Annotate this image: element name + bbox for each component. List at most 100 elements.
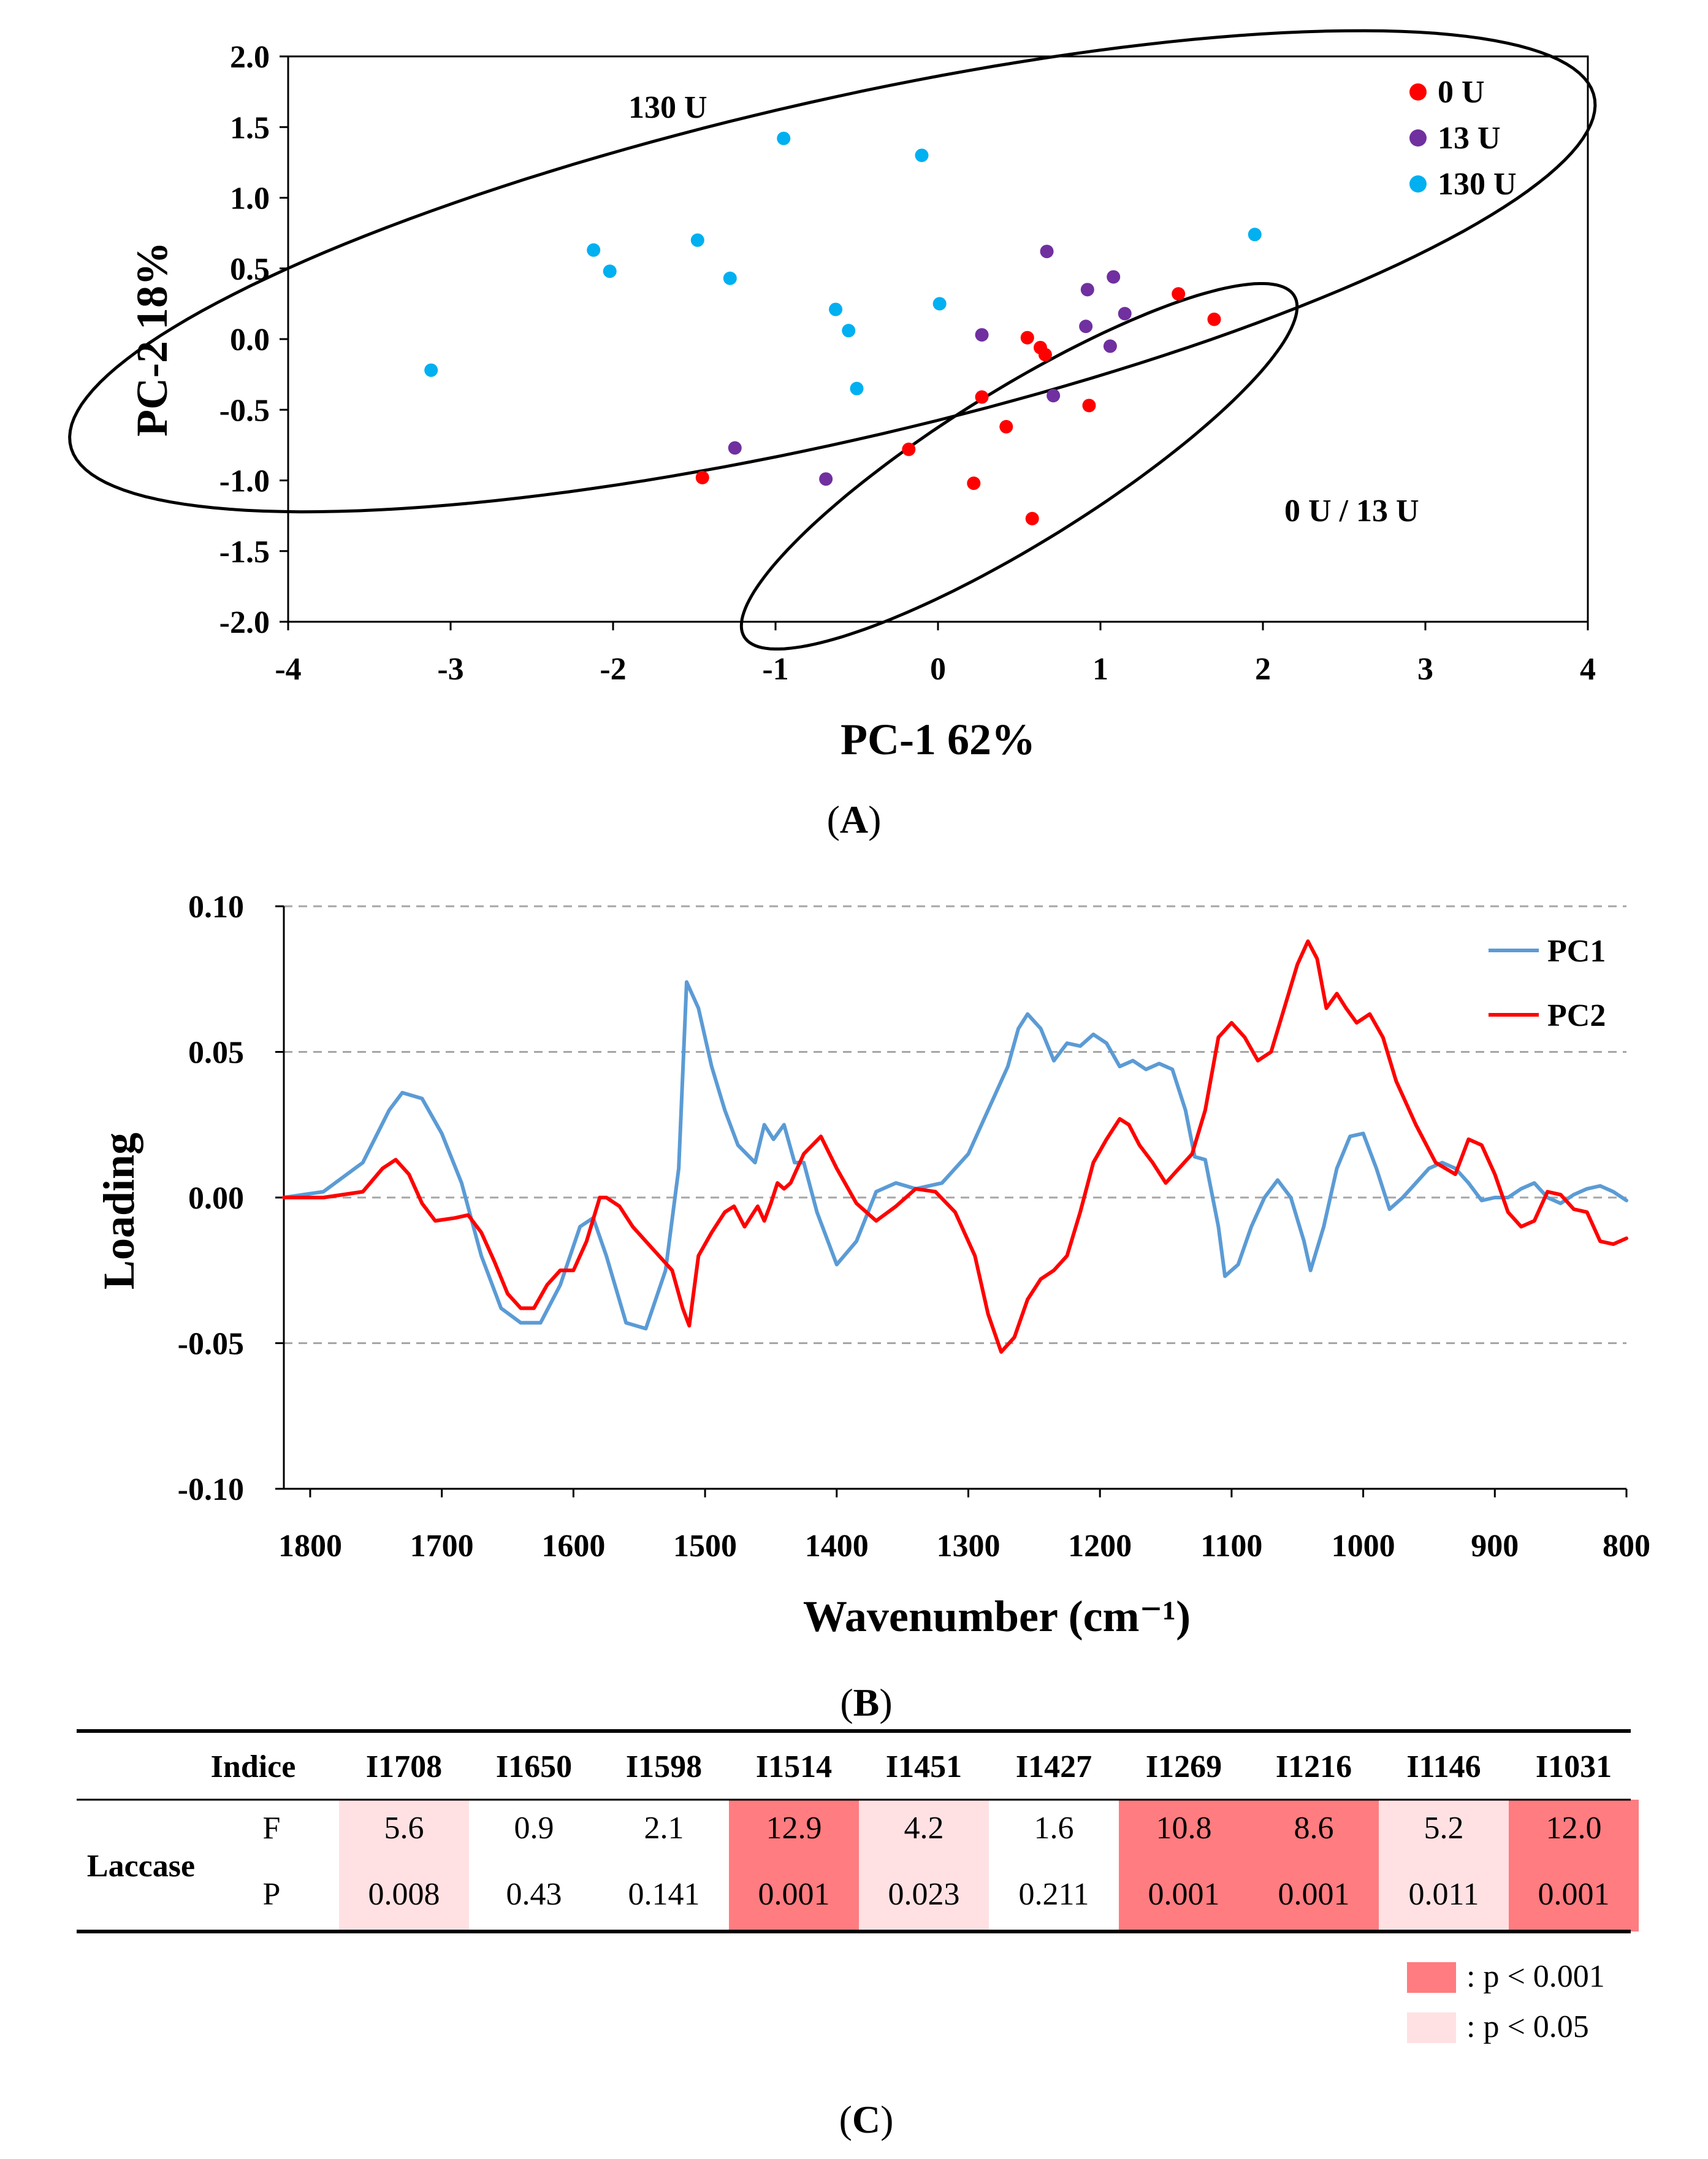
x-axis-title: Wavenumber (cm⁻¹) (803, 1592, 1191, 1641)
legend: PC1 PC2 (1489, 934, 1606, 1033)
p-value-i1598: 0.141 (628, 1877, 700, 1912)
x-tick-label: 1300 (936, 1529, 1000, 1564)
point-130-u (690, 233, 704, 247)
legend-label-130-u: 130 U (1438, 167, 1517, 202)
point-0-u (1082, 399, 1096, 413)
y-tick-label: 0.0 (230, 323, 270, 357)
point-0-u (1020, 331, 1034, 345)
ellipse-label-130u: 130 U (628, 90, 707, 125)
row-group-laccase: Laccase (87, 1849, 195, 1884)
point-0-u (999, 419, 1013, 434)
legend: 0 U 13 U 130 U (1409, 75, 1517, 202)
point-130-u (1248, 227, 1262, 242)
p-value-i1216: 0.001 (1278, 1877, 1350, 1912)
point-0-u (1207, 312, 1221, 326)
point-0-u (1038, 348, 1052, 362)
x-tick-label: 1800 (278, 1529, 342, 1564)
x-tick-label: 1 (1092, 652, 1108, 687)
significance-cell-i1031 (1509, 1800, 1639, 1932)
significance-cell-i1708 (339, 1800, 469, 1932)
x-tick-label: 1400 (805, 1529, 869, 1564)
point-130-u (603, 264, 617, 278)
point-130-u (829, 302, 843, 316)
column-header-i1650: I1650 (496, 1749, 572, 1784)
point-0-u (967, 476, 981, 491)
f-value-i1216: 8.6 (1294, 1811, 1334, 1846)
point-0-u (902, 442, 916, 456)
f-value-i1146: 5.2 (1424, 1811, 1464, 1846)
significance-cell-i1269 (1119, 1800, 1249, 1932)
pca-score-plot: 2.0 1.5 1.0 0.5 0.0 -0.5 -1.0 -1.5 -2.0 -4 -3 -2 -1… (68, 29, 1597, 841)
f-value-i1269: 10.8 (1156, 1811, 1212, 1846)
x-tick-label: 1000 (1332, 1529, 1395, 1564)
y-tick-label: 0.05 (188, 1036, 244, 1071)
significance-cell-i1216 (1249, 1800, 1379, 1932)
y-tick-label: 0.5 (230, 252, 270, 287)
significance-cell-i1451 (859, 1800, 989, 1932)
panel-label-a: (A) (827, 798, 882, 841)
column-header-i1146: I1146 (1406, 1749, 1481, 1784)
f-value-i1451: 4.2 (904, 1811, 944, 1846)
y-tick-label: -0.5 (219, 393, 270, 428)
y-axis-title: PC-2 18% (128, 242, 177, 437)
significance-cell-i1146 (1379, 1800, 1509, 1932)
significance-key: : p < 0.001 : p < 0.05 (1407, 1959, 1605, 2044)
point-0-u (695, 470, 709, 484)
f-value-i1427: 1.6 (1034, 1811, 1074, 1846)
p-value-i1031: 0.001 (1538, 1877, 1610, 1912)
key-swatch-p-0-001 (1407, 1962, 1456, 1993)
key-label-p-0-05: : p < 0.05 (1466, 2009, 1589, 2044)
x-tick-label: 0 (930, 652, 946, 687)
point-13-u (1080, 283, 1094, 297)
x-tick-label: -1 (762, 652, 788, 687)
point-130-u (915, 148, 929, 162)
table-header-indice: Indice (211, 1749, 296, 1784)
point-130-u (777, 131, 791, 145)
legend-marker-130-u (1409, 175, 1427, 193)
point-13-u (1107, 270, 1121, 284)
p-value-i1269: 0.001 (1148, 1877, 1220, 1912)
x-tick-label: 3 (1417, 652, 1433, 687)
x-tick-label: -4 (275, 652, 301, 687)
anova-table: Indice I1708 I1650 I1598 I1514 I1451 I1427 I12… (77, 1729, 1639, 2141)
f-value-i1650: 0.9 (514, 1811, 554, 1846)
y-tick-label: 1.5 (230, 110, 270, 145)
f-value-i1031: 12.0 (1546, 1811, 1602, 1846)
point-0-u (1025, 511, 1039, 525)
x-tick-label: 1500 (673, 1529, 737, 1564)
p-value-i1427: 0.211 (1018, 1877, 1089, 1912)
p-value-i1146: 0.011 (1408, 1877, 1479, 1912)
legend-label-pc1: PC1 (1547, 934, 1606, 969)
point-13-u (728, 441, 742, 455)
key-swatch-p-0-05 (1407, 2012, 1456, 2043)
series-line-pc2 (282, 939, 1628, 1354)
column-header-i1031: I1031 (1536, 1749, 1612, 1784)
plot-area-frame (287, 55, 1589, 623)
pca-loading-plot: 0.10 0.05 0.00 -0.05 -0.10 1800 1700 1600 1500 1… (94, 890, 1650, 1724)
x-tick-label: -3 (437, 652, 463, 687)
x-tick-label: 1200 (1068, 1529, 1132, 1564)
confidence-ellipse-130-u (68, 29, 1597, 514)
x-tick-label: 1700 (410, 1529, 474, 1564)
confidence-ellipse-0-u-13-u (739, 282, 1299, 651)
x-axis-title: PC-1 62% (841, 715, 1035, 764)
p-value-i1451: 0.023 (888, 1877, 960, 1912)
column-header-i1598: I1598 (626, 1749, 702, 1784)
y-axis-title: Loading (94, 1133, 143, 1290)
x-tick-label: 1600 (541, 1529, 605, 1564)
point-13-u (1118, 307, 1132, 321)
column-header-i1451: I1451 (886, 1749, 962, 1784)
point-130-u (587, 243, 601, 257)
y-tick-label: -0.10 (178, 1472, 244, 1507)
x-tick-label: 2 (1255, 652, 1271, 687)
y-tick-label: -1.0 (219, 464, 270, 499)
column-header-i1514: I1514 (756, 1749, 832, 1784)
p-value-i1514: 0.001 (758, 1877, 830, 1912)
key-label-p-0-001: : p < 0.001 (1466, 1959, 1605, 1994)
significance-cell-i1514 (729, 1800, 859, 1932)
legend-marker-0-u (1409, 83, 1427, 101)
f-value-i1598: 2.1 (644, 1811, 684, 1846)
x-tick-label: 900 (1471, 1529, 1519, 1564)
x-tick-label: 4 (1580, 652, 1596, 687)
